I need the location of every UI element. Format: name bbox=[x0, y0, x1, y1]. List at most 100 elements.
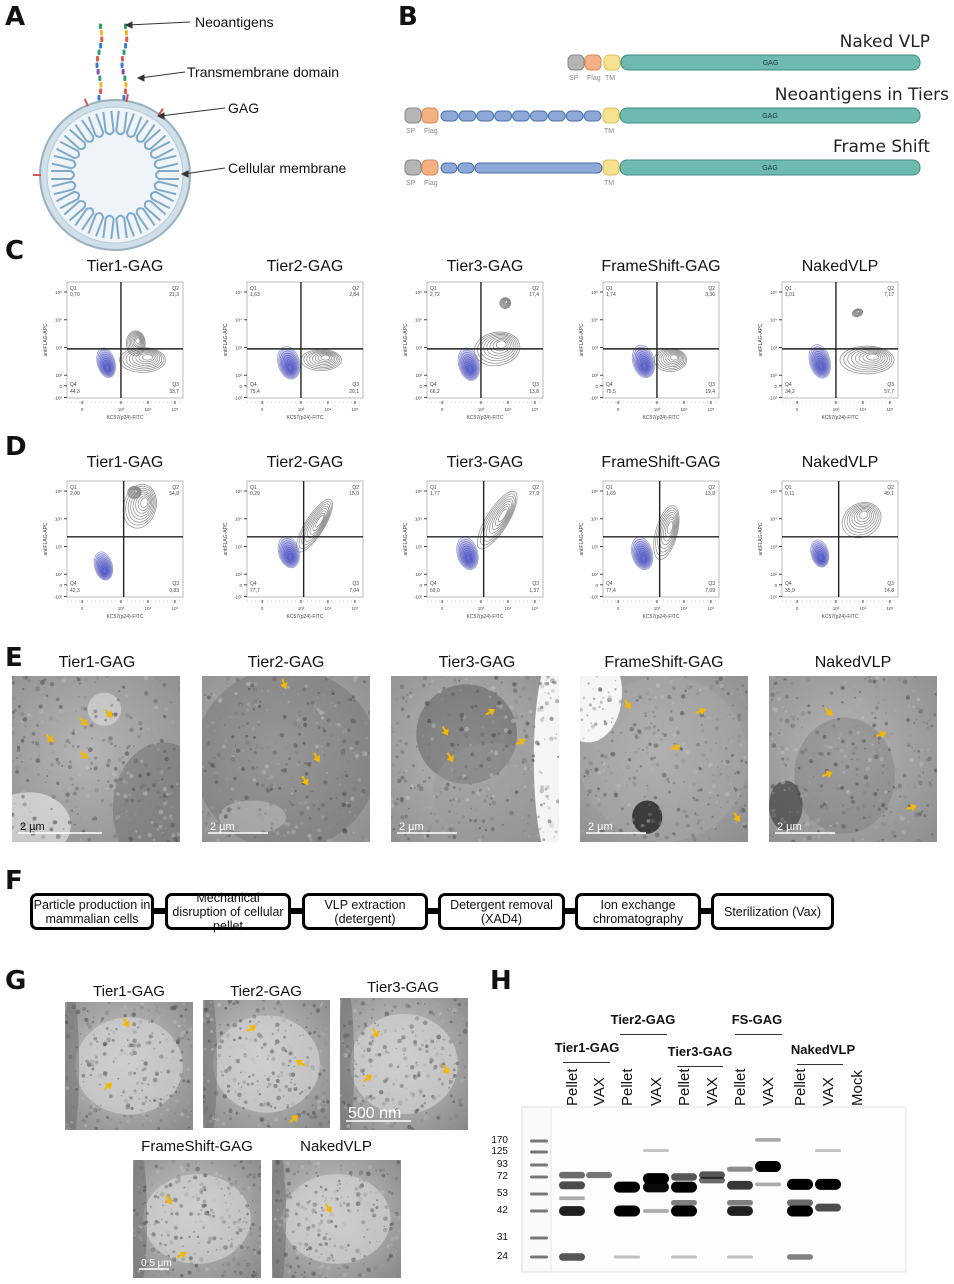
contour-line bbox=[658, 349, 685, 369]
quadrant-value: 0,70 bbox=[70, 292, 80, 298]
micrograph-structure bbox=[202, 676, 370, 842]
arrow-marker bbox=[442, 1064, 450, 1075]
y-tick-label: 10² bbox=[415, 373, 422, 378]
workflow-connector bbox=[154, 908, 165, 914]
flag-segment bbox=[584, 54, 602, 71]
y-tick-label: -10² bbox=[769, 395, 778, 400]
contour-line bbox=[482, 496, 515, 542]
arrow-marker bbox=[79, 750, 88, 759]
x-tick-label: 10³ bbox=[654, 606, 661, 611]
quadrant-value: 75,4 bbox=[250, 389, 260, 395]
quadrant-value: 17,4 bbox=[529, 292, 539, 298]
protein-band bbox=[815, 1149, 841, 1153]
protein-band bbox=[559, 1206, 585, 1216]
quadrant-value: 77,4 bbox=[606, 588, 616, 594]
y-tick-label: 10⁵ bbox=[770, 290, 777, 295]
contour-line bbox=[137, 495, 150, 511]
x-tick-label: 10⁴ bbox=[504, 407, 511, 412]
quadrant-name: Q4 bbox=[606, 382, 613, 388]
quadrant-name: Q2 bbox=[172, 485, 179, 491]
tm-segment bbox=[603, 54, 621, 71]
quadrant-name: Q1 bbox=[606, 286, 613, 292]
arrow-marker bbox=[324, 1203, 332, 1214]
construct-row: SP Flag TM GAG bbox=[567, 54, 921, 82]
vlp-schematic bbox=[33, 21, 226, 251]
neoantigen-block bbox=[565, 110, 584, 122]
x-tick-label: 10⁴ bbox=[859, 407, 866, 412]
y-tick-label: 10³ bbox=[55, 544, 62, 549]
y-tick-label: 10⁴ bbox=[415, 318, 422, 323]
blot-lane-label: Pellet bbox=[792, 1068, 809, 1106]
arrow-marker bbox=[670, 744, 681, 752]
x-tick-label: 10⁵ bbox=[531, 606, 538, 611]
y-tick-label: 10² bbox=[415, 572, 422, 577]
y-tick-label: 10² bbox=[591, 373, 598, 378]
panel-label-g: G bbox=[5, 966, 27, 996]
population-contour bbox=[839, 345, 895, 375]
tm-segment bbox=[602, 159, 620, 176]
quadrant-value: 44,3 bbox=[70, 389, 80, 395]
protein-band bbox=[727, 1199, 753, 1206]
quadrant-value: 1,01 bbox=[785, 292, 795, 298]
contour-line bbox=[138, 353, 155, 363]
quadrant-name: Q4 bbox=[785, 581, 792, 587]
contour-line bbox=[660, 350, 684, 368]
y-tick-label: 10² bbox=[55, 572, 62, 577]
population-contour bbox=[841, 502, 882, 539]
flow-plot-title: NakedVLP bbox=[801, 454, 879, 471]
flow-plot-title: FrameShift-GAG bbox=[601, 454, 721, 471]
contour-line bbox=[843, 346, 893, 373]
micrograph: 2 µm bbox=[391, 676, 559, 842]
contour-line bbox=[499, 297, 511, 309]
contour-line bbox=[133, 488, 139, 494]
blot-group-bracket bbox=[620, 1034, 667, 1035]
y-tick-label: 10³ bbox=[55, 345, 62, 350]
quadrant-value: 7,04 bbox=[349, 588, 359, 594]
y-tick-label: 10² bbox=[591, 572, 598, 577]
contour-line bbox=[130, 489, 154, 520]
protein-band bbox=[671, 1199, 697, 1206]
ladder-band bbox=[530, 1163, 548, 1167]
molecular-weight-label: 72 bbox=[496, 1171, 508, 1182]
x-axis-label: KC57(p24)-FITC bbox=[643, 415, 680, 421]
neoantigen-block bbox=[547, 110, 566, 122]
neoantigen-block bbox=[583, 110, 602, 122]
x-tick-label: 10⁴ bbox=[680, 606, 687, 611]
frameshift-block bbox=[474, 162, 603, 174]
panel-label-e: E bbox=[5, 643, 23, 673]
blot-lane-label: Pellet bbox=[564, 1068, 581, 1106]
x-axis-label: KC57(p24)-FITC bbox=[822, 415, 859, 421]
protein-band bbox=[815, 1203, 841, 1212]
blot-group-bracket bbox=[563, 1062, 610, 1063]
y-tick-label: 10⁵ bbox=[235, 290, 242, 295]
quadrant-name: Q1 bbox=[606, 485, 613, 491]
micrograph-texture bbox=[203, 1000, 330, 1128]
y-tick-label: 10² bbox=[235, 572, 242, 577]
cryo-em-title: NakedVLP bbox=[300, 1138, 372, 1155]
arrow-marker bbox=[103, 1082, 113, 1091]
contour-line bbox=[818, 555, 824, 562]
y-tick-label: 0 bbox=[59, 384, 62, 389]
arrow-marker bbox=[446, 752, 454, 763]
molecular-weight-label: 93 bbox=[496, 1159, 508, 1170]
ladder-band bbox=[530, 1175, 548, 1179]
construct-row: SP Flag TM GAG bbox=[404, 159, 921, 187]
quadrant-value: 14,8 bbox=[884, 588, 894, 594]
y-axis-label: antiFLAG-APC bbox=[43, 323, 49, 356]
workflow-step: VLP extraction (detergent) bbox=[302, 893, 428, 930]
protein-band bbox=[643, 1173, 669, 1185]
y-tick-label: 10² bbox=[770, 572, 777, 577]
contour-line bbox=[306, 508, 328, 539]
quadrant-name: Q4 bbox=[606, 581, 613, 587]
micrograph-structure bbox=[350, 1013, 458, 1115]
x-tick-label: 10³ bbox=[478, 407, 485, 412]
blot-group-label: Tier2-GAG bbox=[610, 1012, 676, 1027]
contour-line bbox=[128, 486, 141, 498]
micrograph bbox=[65, 1002, 193, 1130]
quadrant-name: Q1 bbox=[430, 485, 437, 491]
population-contour bbox=[119, 347, 166, 373]
contour-line bbox=[479, 493, 516, 546]
quadrant-name: Q1 bbox=[70, 485, 77, 491]
